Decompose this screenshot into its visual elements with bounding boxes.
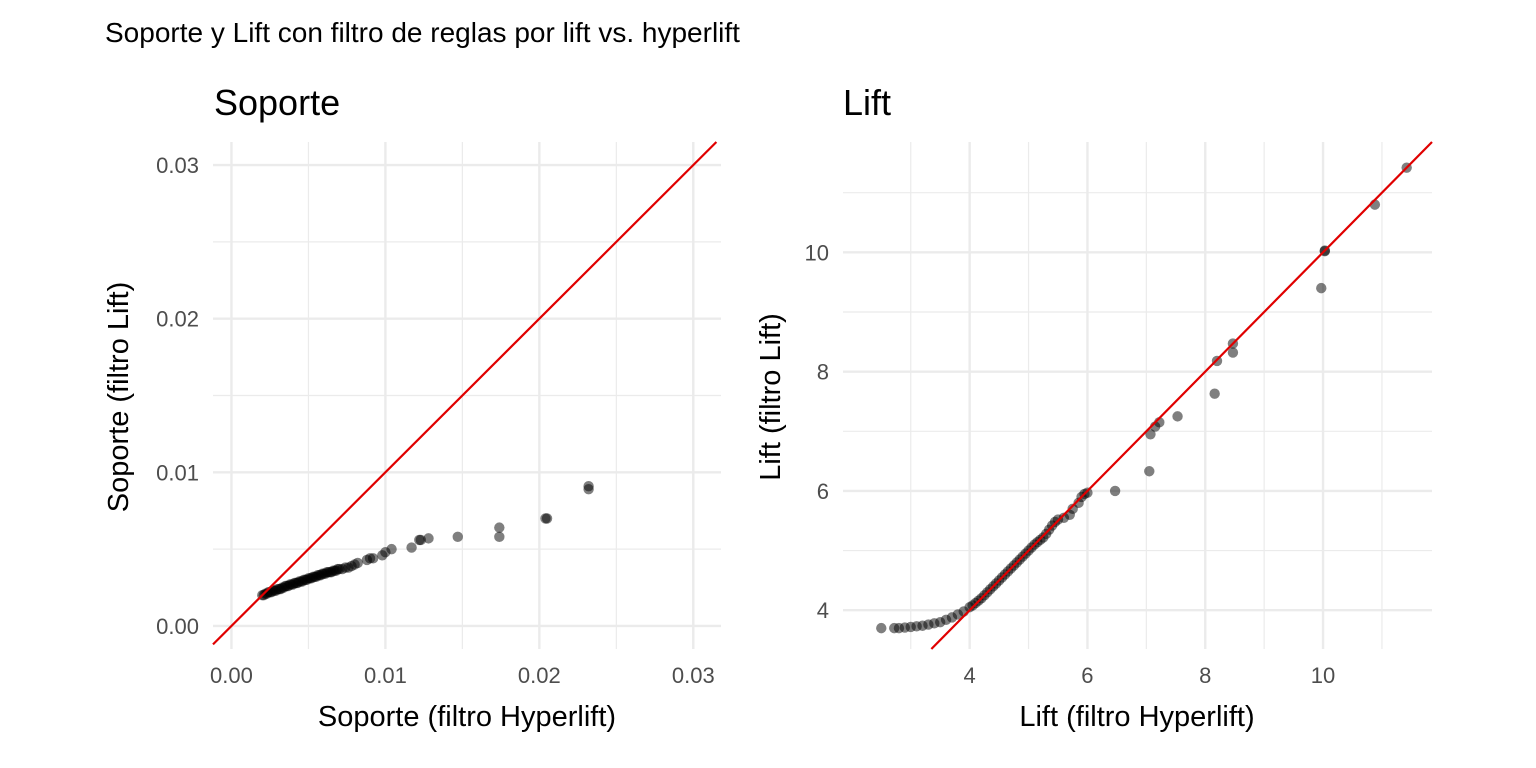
y-tick-label: 0.00 <box>156 614 199 639</box>
panel-soporte-ticks: 0.00 0.01 0.02 0.03 0.00 0.01 0.02 0.03 <box>156 153 715 688</box>
data-point <box>452 531 463 543</box>
data-point <box>494 531 505 543</box>
data-point <box>1082 487 1093 498</box>
y-tick-label: 0.02 <box>156 307 199 332</box>
identity-line <box>930 141 1433 650</box>
data-point <box>1144 466 1155 477</box>
data-point <box>415 534 427 546</box>
x-tick-label: 10 <box>1311 663 1335 688</box>
data-point <box>876 622 887 634</box>
x-tick-label: 0.00 <box>210 663 253 688</box>
x-tick-label: 0.02 <box>518 663 561 688</box>
data-point <box>367 553 379 564</box>
data-point <box>1316 282 1327 294</box>
data-point <box>352 557 363 569</box>
data-point <box>1227 347 1239 358</box>
panel-soporte-title: Soporte <box>214 82 340 123</box>
data-point <box>1109 485 1121 497</box>
panel-soporte-xlabel: Soporte (filtro Hyperlift) <box>318 701 616 733</box>
data-point <box>1209 388 1220 399</box>
figure-title: Soporte y Lift con filtro de reglas por … <box>105 17 740 48</box>
data-point <box>423 533 434 544</box>
data-point <box>494 522 505 533</box>
y-tick-label: 0.03 <box>156 153 199 178</box>
panel-lift-xlabel: Lift (filtro Hyperlift) <box>1019 701 1254 733</box>
data-point <box>1145 429 1156 440</box>
panel-lift-grid <box>843 142 1432 649</box>
panel-soporte-reference <box>212 141 718 646</box>
y-tick-label: 0.01 <box>156 460 199 485</box>
y-tick-label: 6 <box>817 479 829 504</box>
panel-lift-ticks: 4 6 8 10 4 6 8 10 <box>805 240 1336 688</box>
y-tick-label: 10 <box>805 240 829 265</box>
data-point <box>1172 411 1183 422</box>
identity-line <box>212 141 718 646</box>
data-point <box>386 543 397 555</box>
panel-lift-points <box>876 162 1412 634</box>
x-tick-label: 6 <box>1081 663 1093 688</box>
panel-soporte-grid <box>213 142 721 649</box>
data-point <box>541 513 553 524</box>
panel-lift-ylabel: Lift (filtro Lift) <box>755 313 787 481</box>
x-tick-label: 4 <box>964 663 976 688</box>
data-point <box>406 542 417 553</box>
x-tick-label: 8 <box>1199 663 1211 688</box>
panel-soporte-ylabel: Soporte (filtro Lift) <box>103 282 135 512</box>
data-point <box>583 480 594 492</box>
x-tick-label: 0.01 <box>364 663 407 688</box>
panel-soporte-points <box>257 480 594 601</box>
panel-lift-title: Lift <box>843 82 891 123</box>
y-tick-label: 4 <box>817 598 829 623</box>
y-tick-label: 8 <box>817 360 829 385</box>
panel-lift-reference <box>930 141 1433 650</box>
panel-soporte: Soporte 0.00 0.01 0.02 0.03 0.00 0.01 0.02 0.03… <box>103 82 721 733</box>
x-tick-label: 0.03 <box>672 663 715 688</box>
